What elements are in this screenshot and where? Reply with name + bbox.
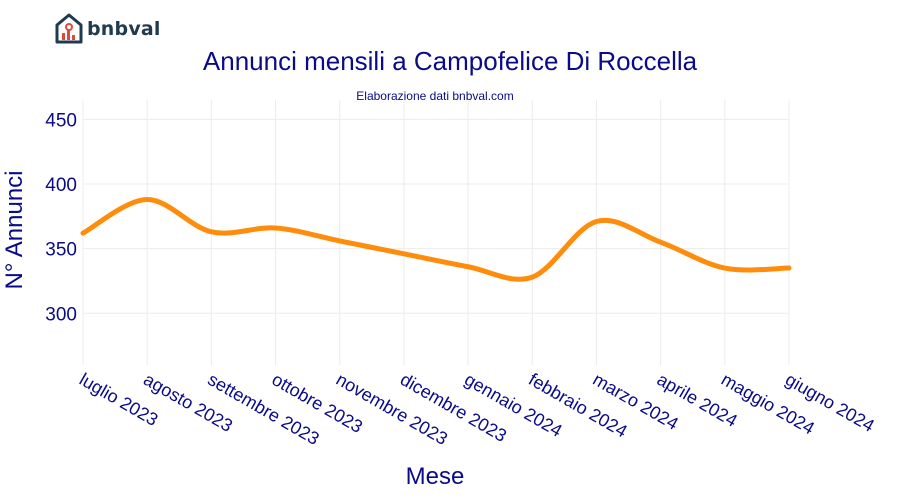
x-axis-label: Mese <box>406 463 465 490</box>
x-tick-label: settembre 2023 <box>204 369 322 449</box>
x-tick-label: dicembre 2023 <box>397 369 510 446</box>
bnbval-logo: bnbval <box>54 12 164 46</box>
y-tick-label: 400 <box>45 175 77 196</box>
house-logo-icon <box>55 13 83 44</box>
grid-lines <box>82 100 790 365</box>
y-tick-label: 300 <box>45 304 77 325</box>
y-axis-label: N° Annunci <box>1 170 28 289</box>
chart-subtitle: Elaborazione dati bnbval.com <box>356 89 513 103</box>
y-tick-label: 350 <box>45 240 77 261</box>
chart-title: Annunci mensili a Campofelice Di Roccell… <box>203 46 698 76</box>
series-line <box>80 197 792 282</box>
y-tick-label: 450 <box>45 110 77 131</box>
x-tick-label: novembre 2023 <box>333 369 451 449</box>
y-axis-ticks: 300 350 400 450 <box>45 110 77 325</box>
brand-name: bnbval <box>87 18 161 40</box>
